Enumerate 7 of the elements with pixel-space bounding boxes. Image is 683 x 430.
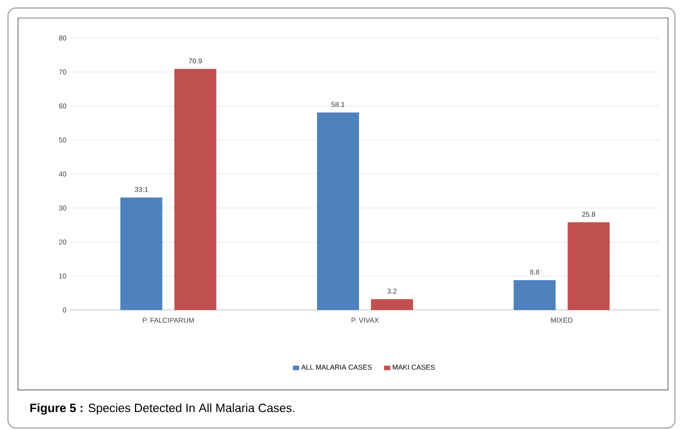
bar [120, 197, 162, 310]
bar [514, 280, 556, 310]
bar [174, 68, 216, 310]
bar [371, 299, 413, 310]
bar [317, 112, 359, 310]
text: Figure 5 : Species Detected In All Malaria Cases. [30, 403, 294, 415]
bar [568, 222, 610, 310]
